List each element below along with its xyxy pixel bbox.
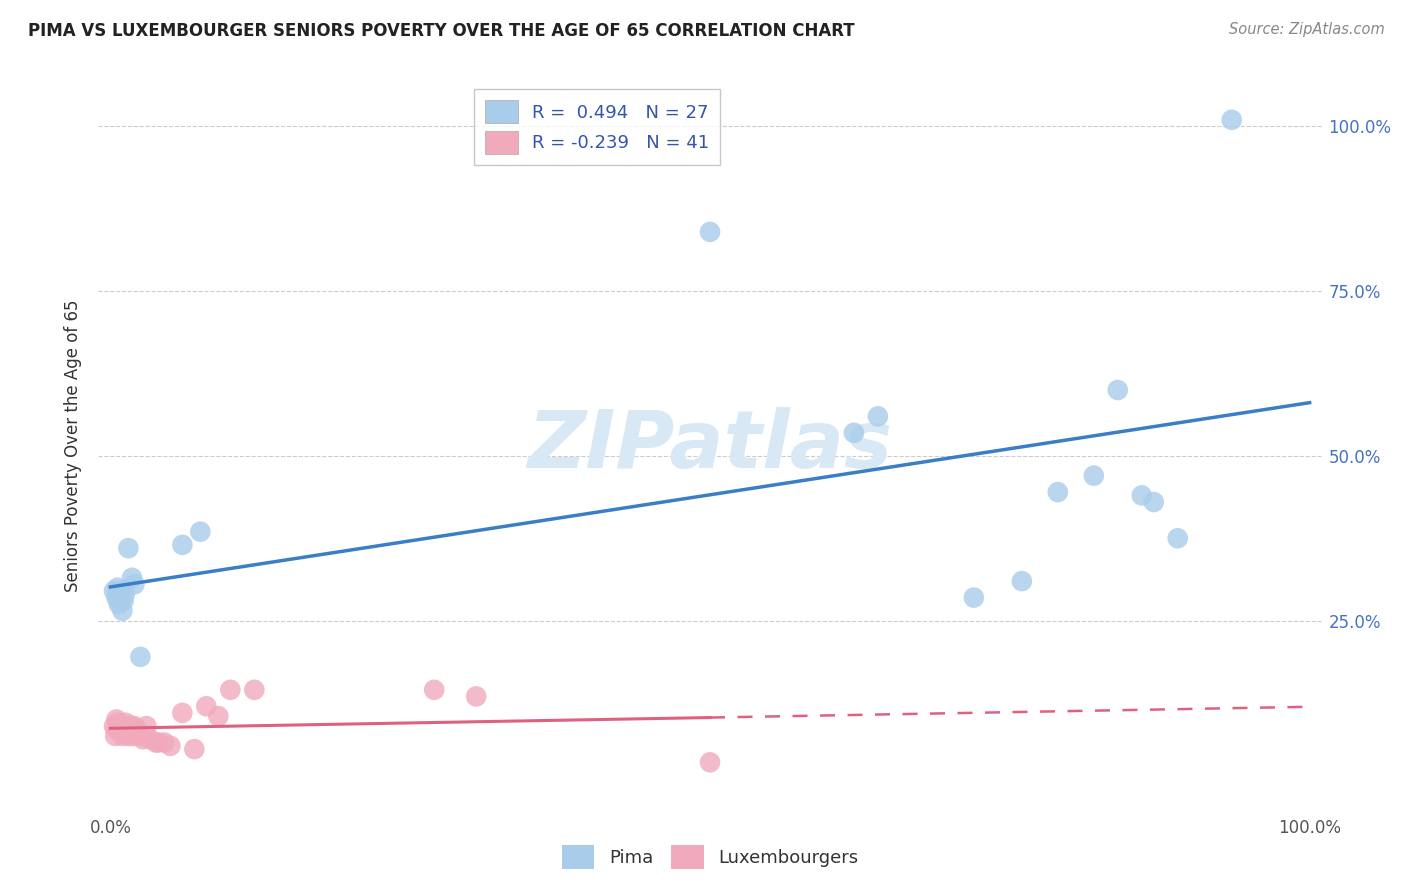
- Point: [103, 584, 125, 599]
- Point: [1220, 112, 1243, 127]
- Point: [148, 735, 170, 749]
- Point: [115, 723, 138, 737]
- Point: [1046, 485, 1069, 500]
- Point: [108, 723, 131, 737]
- Point: [195, 699, 218, 714]
- Point: [117, 541, 139, 556]
- Text: Source: ZipAtlas.com: Source: ZipAtlas.com: [1229, 22, 1385, 37]
- Point: [103, 719, 125, 733]
- Legend: Pima, Luxembourgers: Pima, Luxembourgers: [554, 838, 866, 876]
- Point: [112, 719, 135, 733]
- Point: [125, 723, 148, 737]
- Point: [183, 742, 205, 756]
- Point: [866, 409, 889, 424]
- Point: [135, 719, 157, 733]
- Point: [699, 225, 721, 239]
- Point: [219, 682, 242, 697]
- Point: [963, 591, 986, 605]
- Point: [112, 594, 135, 608]
- Point: [124, 725, 146, 739]
- Point: [108, 719, 131, 733]
- Point: [423, 682, 446, 697]
- Point: [105, 723, 128, 737]
- Point: [1130, 488, 1153, 502]
- Point: [1143, 495, 1166, 509]
- Point: [105, 591, 128, 605]
- Point: [121, 723, 143, 737]
- Point: [1167, 531, 1189, 545]
- Point: [117, 729, 139, 743]
- Point: [132, 732, 155, 747]
- Point: [118, 723, 141, 737]
- Point: [114, 723, 136, 737]
- Point: [124, 719, 146, 733]
- Point: [107, 715, 129, 730]
- Point: [172, 706, 194, 720]
- Point: [117, 719, 139, 733]
- Point: [108, 597, 131, 611]
- Point: [159, 739, 181, 753]
- Point: [243, 682, 266, 697]
- Point: [1107, 383, 1129, 397]
- Point: [1083, 468, 1105, 483]
- Point: [108, 723, 131, 737]
- Point: [172, 538, 194, 552]
- Point: [153, 735, 176, 749]
- Point: [129, 649, 152, 664]
- Point: [111, 729, 134, 743]
- Point: [465, 690, 488, 704]
- Point: [105, 713, 128, 727]
- Point: [188, 524, 212, 539]
- Point: [114, 587, 136, 601]
- Point: [122, 729, 145, 743]
- Point: [121, 571, 143, 585]
- Point: [120, 719, 142, 733]
- Y-axis label: Seniors Poverty Over the Age of 65: Seniors Poverty Over the Age of 65: [65, 300, 83, 592]
- Point: [842, 425, 865, 440]
- Point: [699, 756, 721, 770]
- Point: [207, 709, 229, 723]
- Point: [110, 719, 132, 733]
- Point: [129, 729, 152, 743]
- Point: [110, 584, 132, 599]
- Point: [145, 735, 167, 749]
- Point: [139, 732, 162, 747]
- Text: ZIPatlas: ZIPatlas: [527, 407, 893, 485]
- Point: [104, 729, 127, 743]
- Point: [111, 723, 134, 737]
- Point: [115, 715, 138, 730]
- Point: [108, 591, 131, 605]
- Point: [1011, 574, 1033, 588]
- Point: [111, 604, 134, 618]
- Text: PIMA VS LUXEMBOURGER SENIORS POVERTY OVER THE AGE OF 65 CORRELATION CHART: PIMA VS LUXEMBOURGER SENIORS POVERTY OVE…: [28, 22, 855, 40]
- Point: [107, 581, 129, 595]
- Point: [124, 577, 146, 591]
